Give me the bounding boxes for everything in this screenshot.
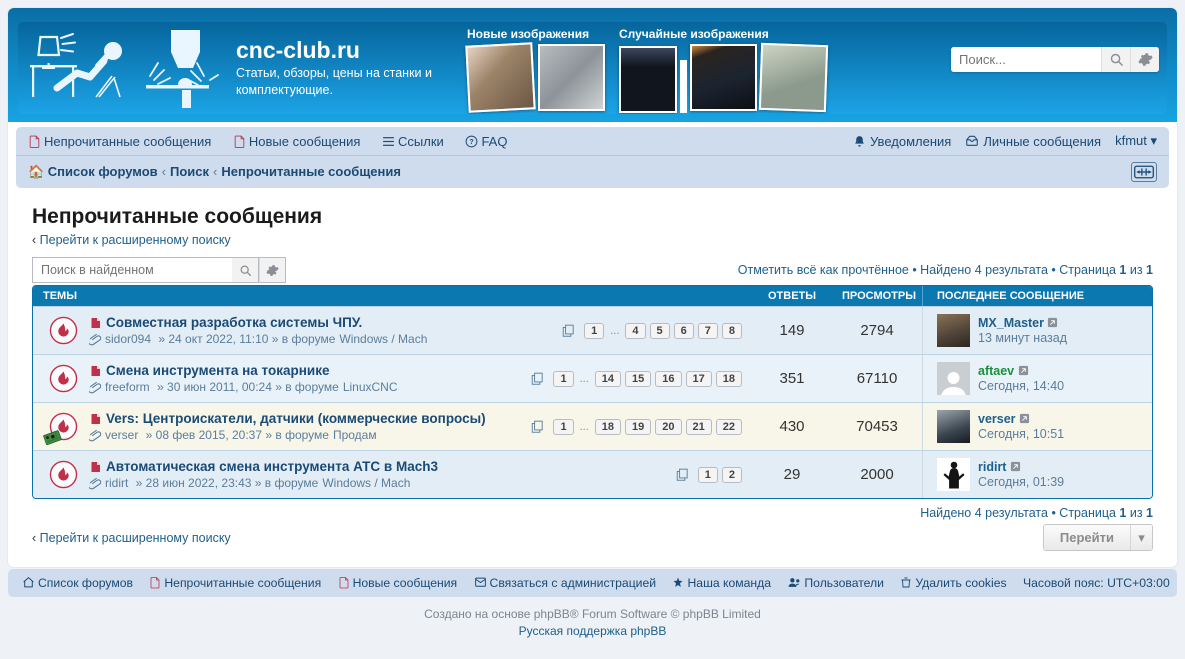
svg-text:?: ? [470, 139, 474, 146]
